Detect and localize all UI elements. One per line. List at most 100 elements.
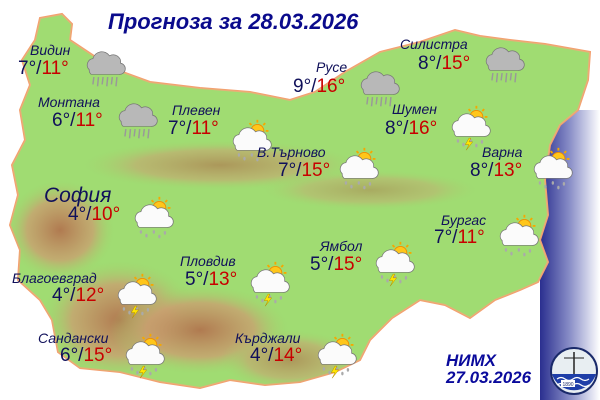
temp-separator: / (36, 58, 42, 79)
city-name: Варна (482, 144, 523, 160)
showers (130, 367, 158, 376)
svg-text:1890: 1890 (562, 382, 573, 388)
sun-cloud-thunderstorm-icon (317, 333, 357, 379)
temperature-range: 9°/16° (293, 76, 345, 98)
lightning (464, 137, 474, 151)
temperature-range: 8°/16° (385, 118, 437, 140)
cloud (118, 103, 158, 127)
showers (344, 181, 372, 190)
temp-separator: / (78, 345, 84, 366)
cloud-rain-icon (118, 103, 158, 139)
temp-separator: / (186, 118, 192, 139)
lightning (138, 365, 148, 379)
city-name: Пловдив (180, 253, 236, 269)
min-temp: 9° (293, 76, 312, 97)
rain (491, 72, 517, 83)
temperature-range: 6°/15° (60, 345, 112, 367)
cloud (125, 341, 165, 365)
cloud (232, 127, 272, 151)
lightning (130, 305, 140, 319)
temperature-range: 7°/15° (278, 160, 330, 182)
city-name: Бургас (441, 212, 487, 228)
min-temp: 8° (385, 118, 404, 139)
temperature-range: 4°/12° (52, 285, 104, 307)
lightning (388, 273, 398, 287)
sun-cloud-rain-icon (134, 196, 174, 239)
temperature-range: 7°/11° (434, 227, 485, 249)
max-temp: 11° (75, 110, 103, 131)
min-temp: 7° (434, 227, 453, 248)
min-temp: 4° (250, 345, 269, 366)
min-temp: 8° (418, 53, 437, 74)
min-temp: 4° (68, 204, 87, 225)
temp-separator: / (86, 204, 92, 225)
max-temp: 15° (333, 254, 363, 275)
city-name: Ямбол (320, 238, 363, 254)
min-temp: 8° (470, 160, 489, 181)
city-name: Видин (30, 42, 71, 58)
max-temp: 11° (191, 118, 219, 139)
temperature-range: 4°/10° (68, 204, 120, 226)
temp-separator: / (268, 345, 274, 366)
max-temp: 11° (41, 58, 69, 79)
cloud (117, 281, 157, 305)
temp-separator: / (296, 160, 302, 181)
sun-cloud-thunderstorm-icon (451, 105, 491, 151)
cloud (134, 204, 174, 228)
temperature-range: 7°/11° (18, 58, 69, 80)
cloud (533, 155, 573, 179)
showers (538, 181, 566, 190)
showers (139, 230, 167, 239)
city-name: Кърджали (235, 330, 301, 346)
cloud (250, 269, 290, 293)
min-temp: 7° (278, 160, 297, 181)
min-temp: 5° (310, 254, 329, 275)
cloud (339, 155, 379, 179)
temp-separator: / (403, 118, 409, 139)
max-temp: 15° (301, 160, 331, 181)
nimh-logo: 1890 (550, 347, 598, 395)
city-name: Благоевград (12, 270, 97, 286)
forecast-title: Прогноза за 28.03.2026 (108, 9, 359, 34)
min-temp: 7° (18, 58, 37, 79)
sun-cloud-thunderstorm-icon (375, 241, 415, 287)
footer-credit: НИМХ 27.03.2026 (446, 352, 531, 386)
cloud (485, 47, 525, 71)
city-name: Сандански (38, 330, 109, 346)
max-temp: 11° (457, 227, 485, 248)
sun-cloud-rain-icon (499, 214, 539, 257)
cloud (317, 341, 357, 365)
min-temp: 4° (52, 285, 71, 306)
cloud (86, 51, 126, 75)
sun-cloud-thunderstorm-icon (250, 261, 290, 307)
cloud-rain-icon (86, 51, 126, 87)
temp-separator: / (436, 53, 442, 74)
cloud-rain-icon (485, 47, 525, 83)
rain (366, 96, 392, 107)
city-name: София (44, 184, 112, 207)
cloud-rain-icon (360, 71, 400, 107)
min-temp: 5° (185, 269, 204, 290)
cloud (360, 71, 400, 95)
min-temp: 6° (60, 345, 79, 366)
max-temp: 10° (91, 204, 121, 225)
temp-separator: / (203, 269, 209, 290)
cloud (451, 113, 491, 137)
temp-separator: / (70, 285, 76, 306)
sun-cloud-rain-icon (533, 147, 573, 190)
temperature-range: 4°/14° (250, 345, 302, 367)
cloud (375, 249, 415, 273)
max-temp: 13° (493, 160, 523, 181)
city-name: Шумен (392, 101, 437, 117)
temperature-range: 8°/13° (470, 160, 522, 182)
sun-cloud-rain-icon (232, 119, 272, 162)
city-name: Плевен (172, 102, 221, 118)
temperature-range: 6°/11° (52, 110, 103, 132)
temp-separator: / (488, 160, 494, 181)
lightning (330, 365, 340, 379)
org-name: НИМХ (446, 351, 497, 370)
issue-date: 27.03.2026 (446, 368, 532, 387)
max-temp: 16° (316, 76, 346, 97)
sun-cloud-thunderstorm-icon (117, 273, 157, 319)
